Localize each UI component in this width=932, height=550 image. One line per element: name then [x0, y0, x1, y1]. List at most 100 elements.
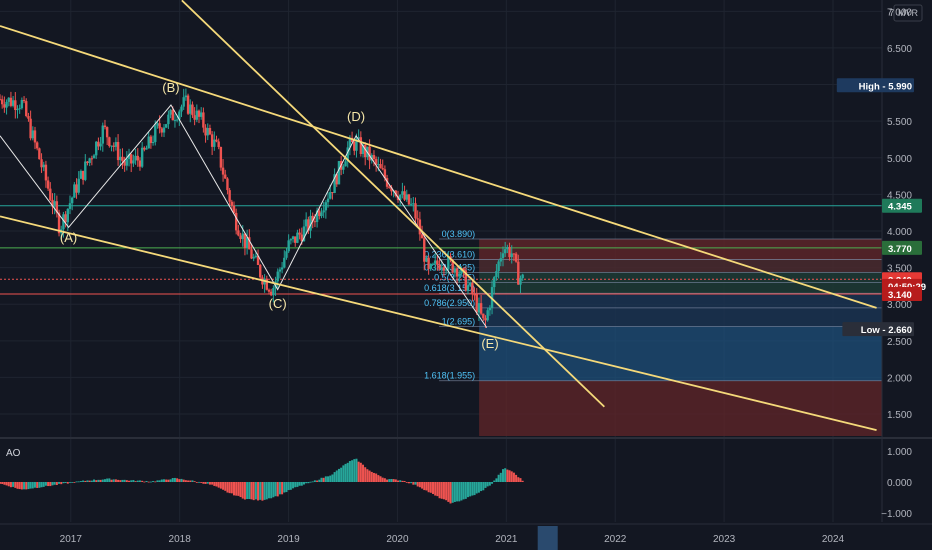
ao-bar	[482, 482, 485, 491]
time-axis-tick: 2019	[277, 534, 300, 545]
candle-body	[75, 184, 78, 193]
candle-body	[230, 201, 234, 206]
candle-body	[130, 154, 133, 164]
ao-bar	[257, 482, 260, 501]
ao-bar	[418, 482, 421, 488]
price-axis-tick: 7	[889, 8, 895, 19]
candle-body	[359, 137, 363, 154]
candle-body	[495, 271, 498, 278]
candle-body	[486, 310, 489, 321]
candle-body	[217, 141, 220, 148]
ao-bar	[429, 482, 432, 493]
ao-bar	[138, 480, 141, 482]
ao-bar	[379, 476, 382, 482]
ao-bar	[128, 480, 131, 482]
ao-bar	[348, 461, 351, 482]
candle-body	[510, 253, 513, 258]
ao-bar	[38, 482, 41, 488]
candle-body	[184, 95, 188, 98]
ao-bar	[71, 482, 74, 483]
currency-label: MYR	[898, 8, 919, 18]
ao-bar	[351, 460, 354, 482]
ao-axis-tick: 1.000	[887, 447, 912, 458]
ao-bar	[423, 482, 426, 491]
candle-body	[132, 160, 135, 164]
price-axis-tick: 2.000	[887, 373, 912, 384]
ao-bar	[285, 482, 288, 493]
price-marker-text: 3.140	[888, 290, 912, 301]
ao-bar	[322, 477, 325, 482]
price-axis-tick: 6.500	[887, 44, 912, 55]
ao-bar	[370, 471, 373, 482]
ao-bar	[230, 482, 233, 494]
ao-bar	[427, 482, 430, 493]
wave-label: (C)	[269, 296, 287, 311]
candle-body	[195, 110, 199, 120]
ao-bar	[75, 481, 78, 483]
ao-bar	[243, 482, 246, 500]
price-axis-tick: 7.000	[887, 7, 912, 18]
ao-bar	[101, 479, 104, 482]
ao-bar	[173, 477, 176, 482]
ao-bar	[278, 482, 281, 495]
ao-bar	[160, 479, 163, 482]
ao-bar	[497, 474, 500, 482]
candle-body	[364, 144, 367, 158]
candle-body	[294, 236, 297, 243]
candle-body	[123, 161, 126, 166]
candle-body	[79, 170, 83, 179]
candle-body	[70, 197, 74, 204]
candle-body	[269, 291, 273, 296]
ao-bar	[145, 480, 148, 482]
candle-body	[322, 210, 325, 213]
candle-body	[116, 141, 120, 161]
fib-level-label: 0(3.890)	[442, 229, 476, 239]
ao-bar	[390, 478, 393, 482]
time-axis-tick: 2022	[604, 534, 627, 545]
ao-bar	[421, 482, 424, 489]
candle-body	[248, 237, 251, 250]
ao-bar	[399, 480, 402, 482]
candle-body	[49, 188, 52, 200]
candle-body	[241, 233, 244, 240]
ao-bar	[456, 482, 459, 502]
ao-bar	[296, 482, 299, 487]
ao-bar	[53, 482, 56, 485]
candle-body	[329, 192, 332, 199]
candle-body	[407, 194, 411, 205]
trendline	[181, 0, 605, 408]
ao-bar	[204, 482, 207, 484]
candle-body	[416, 218, 419, 220]
price-axis-tick: 1.500	[887, 410, 912, 421]
candle-body	[33, 130, 37, 143]
candle-body	[337, 161, 341, 185]
candle-body	[512, 253, 516, 255]
ao-bar	[292, 482, 295, 489]
ao-bar	[167, 479, 170, 482]
ao-bar	[27, 482, 30, 490]
candle-body	[335, 174, 338, 185]
candle-body	[42, 164, 45, 168]
ao-bar	[471, 482, 474, 496]
ao-bar	[510, 471, 513, 482]
candle-body	[499, 258, 502, 262]
candle-body	[331, 192, 334, 194]
candle-body	[193, 115, 196, 120]
candle-body	[473, 294, 476, 296]
candle-body	[239, 235, 242, 240]
ao-bar	[372, 472, 375, 482]
candle-body	[379, 164, 382, 169]
ao-bar	[224, 482, 227, 491]
candle-body	[165, 124, 168, 128]
ao-bar	[425, 482, 428, 491]
candle-body	[29, 118, 32, 139]
ao-bar	[5, 482, 8, 486]
candle-body	[68, 203, 72, 209]
candle-body	[237, 230, 240, 236]
candle-body	[62, 214, 65, 230]
candle-body	[103, 125, 107, 128]
ao-bar	[265, 482, 268, 500]
ao-bar	[283, 482, 286, 493]
ao-bar	[517, 477, 520, 482]
ao-bar	[239, 482, 242, 498]
